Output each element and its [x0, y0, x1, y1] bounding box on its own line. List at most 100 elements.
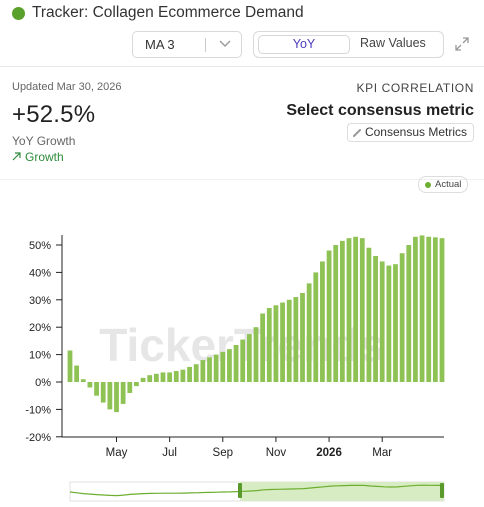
x-tick-label: Sep [213, 447, 233, 459]
bar[interactable] [253, 327, 259, 382]
bar[interactable] [366, 247, 372, 382]
bar[interactable] [326, 250, 332, 382]
chart-legend[interactable]: Actual [418, 176, 469, 193]
bar[interactable] [120, 382, 126, 404]
bar[interactable] [359, 238, 365, 382]
tracker-title: Tracker: Collagen Ecommerce Demand [32, 4, 304, 21]
y-tick-label: 40% [29, 267, 51, 279]
y-tick-label: 20% [29, 322, 51, 334]
kpi-panel: Updated Mar 30, 2026 +52.5% YoY Growth G… [0, 67, 484, 177]
bar-chart: TickerTrends 50%40%30%20%10%0%-10%-20% M… [25, 235, 445, 459]
bar[interactable] [426, 236, 432, 382]
moving-average-select[interactable]: MA 3 [132, 31, 242, 58]
bar[interactable] [94, 382, 99, 396]
toggle-yoy[interactable]: YoY [258, 35, 350, 54]
toggle-raw-values[interactable]: Raw Values [360, 36, 426, 50]
y-tick-label: 30% [29, 295, 51, 307]
y-tick-label: -20% [25, 432, 51, 444]
consensus-metrics-label: Consensus Metrics [364, 125, 467, 139]
growth-label: Growth [25, 150, 64, 164]
bar[interactable] [227, 349, 232, 382]
bar[interactable] [333, 245, 339, 382]
bar[interactable] [373, 255, 378, 382]
bar[interactable] [313, 272, 319, 382]
updated-date: Updated Mar 30, 2026 [12, 81, 122, 93]
y-tick-label: -10% [25, 404, 51, 416]
chevron-down-icon[interactable] [218, 36, 232, 55]
bar[interactable] [67, 350, 73, 382]
bar[interactable] [140, 377, 146, 382]
navigator-line [69, 484, 444, 497]
bar[interactable] [147, 375, 153, 382]
kpi-value: +52.5% [12, 101, 96, 128]
bar[interactable] [293, 297, 299, 382]
bar[interactable] [240, 339, 246, 382]
bar[interactable] [439, 238, 445, 382]
bar[interactable] [134, 382, 139, 387]
bar[interactable] [406, 245, 412, 382]
y-tick-label: 10% [29, 350, 51, 362]
bar[interactable] [74, 365, 80, 382]
bar[interactable] [80, 379, 86, 382]
x-tick-label: Jul [162, 447, 177, 459]
bar[interactable] [393, 264, 398, 382]
bar[interactable] [213, 354, 219, 382]
bar[interactable] [280, 302, 285, 382]
bar[interactable] [246, 334, 252, 382]
bar[interactable] [100, 382, 106, 403]
bar[interactable] [193, 364, 199, 382]
bar[interactable] [207, 357, 212, 382]
bar[interactable] [187, 366, 192, 382]
bar[interactable] [114, 382, 119, 413]
bar[interactable] [173, 371, 179, 382]
bar[interactable] [286, 299, 292, 382]
arrow-up-right-icon [12, 152, 21, 161]
navigator-selection[interactable] [240, 482, 444, 501]
bar[interactable] [320, 261, 325, 382]
bar[interactable] [200, 360, 206, 382]
consensus-metrics-button[interactable]: Consensus Metrics [346, 123, 474, 142]
bar[interactable] [160, 372, 166, 382]
select-separator [205, 38, 206, 52]
bar[interactable] [87, 382, 93, 388]
bar[interactable] [399, 253, 405, 382]
bar[interactable] [306, 283, 312, 382]
range-navigator[interactable] [0, 478, 484, 504]
bar[interactable] [127, 382, 133, 393]
bar[interactable] [153, 373, 159, 382]
bar[interactable] [107, 382, 113, 410]
kpi-divider [0, 179, 484, 180]
bar[interactable] [273, 305, 279, 382]
bar[interactable] [413, 236, 418, 382]
legend-label: Actual [435, 179, 462, 190]
pencil-icon [352, 128, 361, 137]
status-dot [12, 7, 25, 20]
navigator-right-handle[interactable] [440, 483, 444, 498]
bar[interactable] [266, 308, 272, 382]
bar[interactable] [233, 345, 239, 382]
bar[interactable] [419, 235, 425, 382]
consensus-title: Select consensus metric [286, 102, 474, 119]
bar[interactable] [353, 236, 359, 382]
bar[interactable] [346, 238, 352, 382]
bar[interactable] [300, 292, 305, 382]
x-tick-label: Nov [266, 447, 287, 459]
y-tick-label: 50% [29, 240, 51, 252]
bar[interactable] [379, 261, 385, 382]
expand-icon[interactable] [455, 37, 469, 56]
bar[interactable] [339, 240, 345, 382]
kpi-correlation-title: KPI CORRELATION [356, 81, 474, 95]
bar[interactable] [180, 369, 186, 382]
bar[interactable] [386, 265, 392, 382]
growth-indicator: Growth [12, 150, 64, 164]
bar[interactable] [220, 351, 226, 382]
header-divider [0, 66, 484, 67]
navigator-left-handle[interactable] [238, 483, 242, 498]
bar[interactable] [260, 313, 266, 383]
bar[interactable] [432, 237, 438, 382]
view-toggle: YoY Raw Values [253, 31, 444, 58]
x-tick-label: Mar [372, 447, 392, 459]
bar[interactable] [167, 372, 173, 382]
x-tick-label: May [106, 447, 128, 459]
kpi-label: YoY Growth [12, 134, 76, 148]
